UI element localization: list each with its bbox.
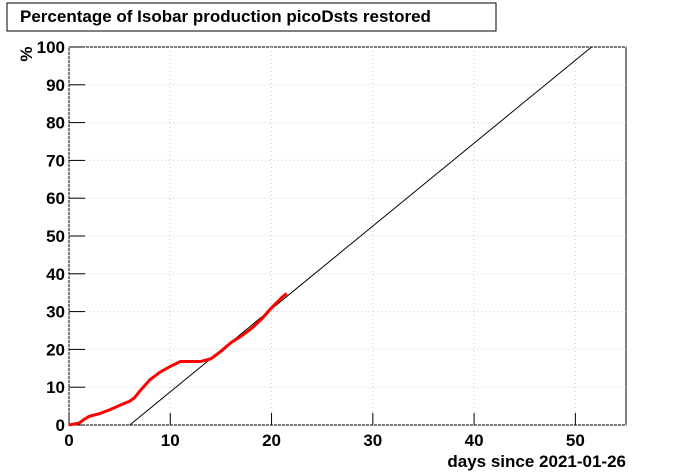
y-tick-label: 80 [46, 114, 65, 133]
x-tick-label: 50 [566, 431, 585, 450]
x-tick-label: 40 [465, 431, 484, 450]
y-tick-label: 0 [56, 416, 65, 435]
x-tick-label: 10 [161, 431, 180, 450]
title-box [6, 2, 497, 32]
x-tick-label: 0 [64, 431, 73, 450]
data-line [129, 46, 592, 426]
y-tick-label: 100 [37, 38, 65, 57]
x-axis-label: days since 2021-01-26 [447, 452, 626, 471]
x-tick-label: 20 [262, 431, 281, 450]
y-tick-label: 20 [46, 340, 65, 359]
chart-title: Percentage of Isobar production picoDsts… [20, 7, 431, 26]
y-tick-label: 40 [46, 265, 65, 284]
data-line [68, 292, 288, 427]
y-axis-label: % [17, 46, 36, 61]
x-tick-label: 30 [363, 431, 382, 450]
y-tick-label: 10 [46, 378, 65, 397]
y-tick-label: 60 [46, 189, 65, 208]
y-tick-label: 90 [46, 76, 65, 95]
plot-frame [68, 46, 627, 426]
y-tick-label: 30 [46, 303, 65, 322]
y-tick-label: 50 [46, 227, 65, 246]
y-tick-label: 70 [46, 151, 65, 170]
